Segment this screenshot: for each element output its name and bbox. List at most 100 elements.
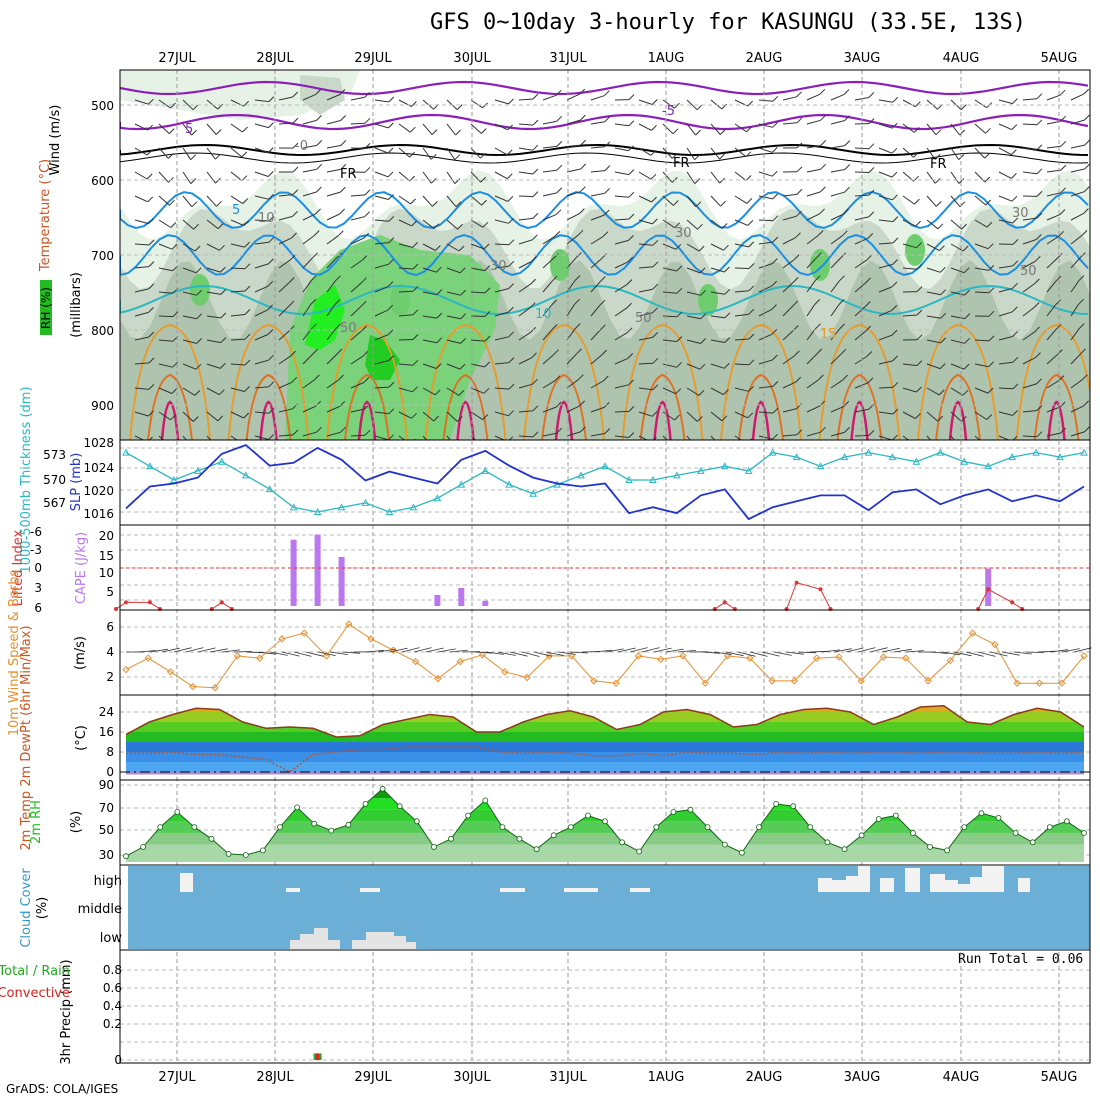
wind-barb: [566, 405, 580, 413]
pressure-tick: 500: [91, 99, 114, 113]
wind-barb: [590, 406, 605, 413]
wind-barb-feather: [171, 243, 178, 250]
wind-barb-feather: [335, 323, 341, 330]
wind-barb-feather: [986, 414, 993, 420]
isotherm-20: [639, 373, 686, 440]
wind-barb: [206, 123, 217, 135]
wind-barb-feather: [1081, 230, 1088, 236]
thickness-marker: [433, 494, 442, 502]
wind-barb: [902, 99, 916, 108]
wind-barb: [542, 304, 552, 317]
date-label-top: 5AUG: [1041, 51, 1078, 66]
wind-barb: [326, 257, 337, 269]
wind-barb: [998, 336, 1013, 341]
wind-barb-feather: [484, 335, 491, 342]
wind-barb: [878, 219, 893, 223]
wind-barb: [662, 243, 677, 250]
precip-tick: 0.4: [103, 999, 122, 1013]
wind-barb: [158, 315, 174, 318]
wind-barb: [902, 387, 917, 393]
wind-barb: [518, 217, 533, 221]
wind-barb: [758, 435, 773, 440]
wind-barb: [374, 123, 389, 129]
wind-barb-10m: [1073, 647, 1092, 653]
wind-barb: [566, 213, 580, 221]
wind-barb-feather: [1034, 255, 1041, 262]
wind-barb-feather: [242, 126, 248, 133]
upper-legend-wind: Wind (m/s): [48, 105, 63, 176]
wind-barb-feather: [986, 221, 993, 228]
wind-barb: [1022, 383, 1037, 389]
thickness-marker: [984, 462, 993, 470]
upper-legend-rh: RH (%): [39, 287, 53, 329]
temp-band: [126, 752, 1084, 762]
wind-barb-feather: [695, 129, 701, 136]
wind-barb: [638, 312, 653, 317]
wind-barb: [830, 94, 845, 101]
wind-barb-feather: [412, 285, 419, 292]
wind-barb: [758, 309, 772, 317]
wind-barb-feather: [628, 406, 635, 412]
wind-barb: [830, 304, 840, 317]
wind-barb-feather: [747, 100, 754, 107]
wind-barb: [1022, 217, 1037, 221]
rh-marker: [944, 847, 950, 854]
wind-barb: [902, 314, 918, 317]
rh-label: 2m RH: [29, 800, 44, 844]
wind-barb-feather: [316, 163, 323, 170]
wind-barb-feather: [148, 410, 154, 417]
wind-barb: [158, 363, 173, 368]
wind-barb-feather: [1084, 139, 1090, 146]
wind-barb-feather: [772, 381, 779, 387]
wind-barb: [974, 291, 990, 294]
wind-barb-feather: [1059, 401, 1066, 408]
thickness-marker: [289, 503, 298, 511]
wind-barb-feather: [913, 127, 920, 133]
wind-barb: [710, 315, 725, 319]
wind-barb-10m: [449, 649, 468, 653]
wind-barb-feather: [628, 235, 634, 241]
wind-barb: [254, 219, 270, 222]
wind-barb-feather: [652, 218, 658, 225]
wind-barb: [734, 411, 749, 419]
wind-barb-feather: [867, 377, 874, 384]
wind-speed-marker: [345, 620, 353, 628]
rh-marker: [910, 830, 916, 836]
date-label-bottom: 3AUG: [844, 1070, 881, 1085]
wind-barb: [134, 288, 149, 293]
wind-barb-feather: [195, 363, 202, 370]
wind-barb-feather: [866, 351, 873, 357]
cloud-high-bar: [564, 888, 598, 892]
wind-barb: [614, 384, 629, 389]
wind-barb: [470, 147, 481, 159]
wind-barb: [134, 219, 149, 225]
rh-shade-90: [305, 285, 345, 350]
wind-barb: [734, 219, 749, 226]
wind-barb: [878, 99, 893, 103]
thickness-marker: [505, 480, 514, 488]
wind-barb: [374, 263, 389, 269]
wind-barb-10m: [617, 647, 636, 653]
wind-barb: [734, 123, 747, 133]
wind-barb-feather: [748, 241, 755, 248]
wind-barb-feather: [652, 239, 659, 246]
wind-speed-marker: [434, 674, 442, 683]
wind-barb: [422, 243, 436, 251]
rh-marker: [721, 841, 728, 848]
wind-barb: [566, 353, 577, 365]
wind-barb-feather: [940, 289, 947, 296]
isotherm-25: [948, 400, 968, 440]
wind-barb-feather: [432, 442, 437, 447]
wind-barb: [806, 304, 816, 317]
cloud-low-bar: [328, 940, 340, 949]
rh-marker: [858, 832, 865, 839]
wind-barb-feather: [579, 208, 585, 214]
wind-barb: [566, 144, 581, 149]
cloud-high-bar: [818, 878, 832, 892]
wind-barb: [230, 411, 244, 419]
wind-barb-feather: [580, 139, 587, 146]
wind-barb: [590, 433, 605, 437]
wind-barb: [662, 147, 673, 159]
wind-barb-feather: [892, 355, 898, 362]
rh-marker: [824, 839, 831, 846]
